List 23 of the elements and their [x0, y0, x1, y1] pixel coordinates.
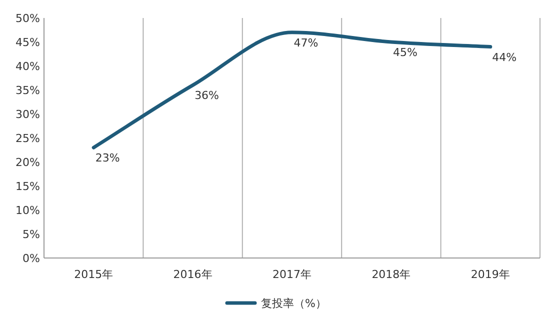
data-label: 44%	[492, 50, 517, 64]
y-tick-label: 25%	[16, 132, 40, 145]
legend-label: 复投率（%）	[261, 297, 326, 310]
x-tick-label: 2015年	[74, 268, 114, 281]
data-label: 47%	[294, 36, 318, 50]
data-label: 23%	[95, 152, 120, 165]
x-tick-label: 2017年	[272, 268, 312, 281]
y-tick-label: 40%	[16, 60, 40, 73]
y-tick-label: 50%	[16, 12, 40, 25]
x-tick-label: 2018年	[372, 268, 411, 281]
x-tick-label: 2016年	[173, 268, 212, 281]
y-tick-label: 30%	[16, 108, 40, 121]
y-tick-label: 0%	[22, 252, 40, 265]
y-tick-label: 5%	[22, 228, 40, 241]
x-tick-label: 2019年	[470, 268, 510, 281]
y-tick-label: 20%	[16, 156, 40, 169]
y-tick-label: 10%	[16, 204, 40, 217]
data-label: 36%	[194, 89, 220, 102]
y-tick-label: 35%	[16, 84, 40, 97]
y-tick-label: 45%	[16, 36, 40, 49]
y-tick-label: 15%	[16, 180, 40, 193]
data-label: 45%	[392, 46, 418, 59]
line-series	[92, 30, 492, 150]
